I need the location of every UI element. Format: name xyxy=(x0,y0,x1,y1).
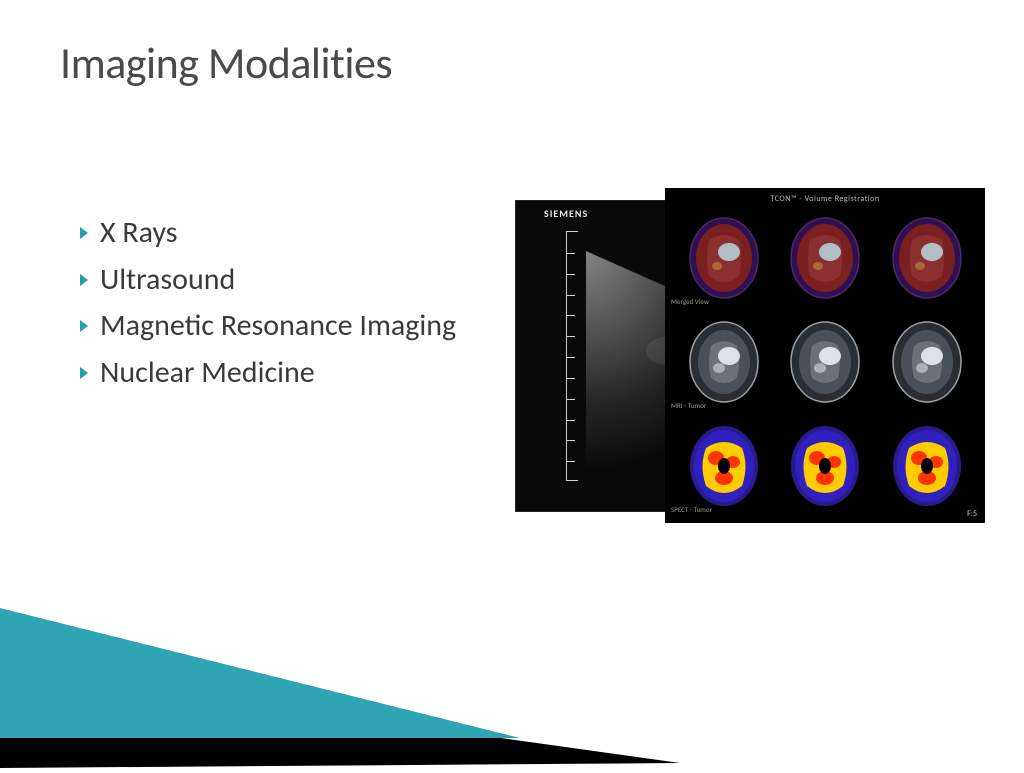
brain-cell xyxy=(884,420,970,512)
list-item: Ultrasound xyxy=(80,257,456,304)
chevron-right-icon xyxy=(80,227,88,239)
chevron-right-icon xyxy=(80,320,88,332)
brain-scan-grid: TCON™ - Volume Registration Merged View xyxy=(665,188,985,523)
brain-cell xyxy=(782,212,868,304)
list-item: Magnetic Resonance Imaging xyxy=(80,303,456,350)
brain-cell xyxy=(681,420,767,512)
brain-row-label: MRI - Tumor xyxy=(671,401,706,410)
brain-cell xyxy=(782,316,868,408)
ultrasound-brand-label: SIEMENS xyxy=(544,207,588,220)
list-item: X Rays xyxy=(80,210,456,257)
bullet-label: Ultrasound xyxy=(100,257,235,304)
brain-grid-footer: F:5 xyxy=(967,509,977,519)
chevron-right-icon xyxy=(80,274,88,286)
decorative-corner xyxy=(0,608,1024,768)
bullet-label: Magnetic Resonance Imaging xyxy=(100,303,456,350)
brain-row-mri: MRI - Tumor xyxy=(665,312,985,412)
slide-title: Imaging Modalities xyxy=(60,36,392,90)
bullet-label: X Rays xyxy=(100,210,178,257)
brain-cell xyxy=(681,316,767,408)
bullet-list: X Rays Ultrasound Magnetic Resonance Ima… xyxy=(80,210,456,396)
image-area: SIEMENS TCON™ - Volume Registration xyxy=(515,200,985,520)
bullet-label: Nuclear Medicine xyxy=(100,350,315,397)
ultrasound-ruler xyxy=(566,231,578,481)
list-item: Nuclear Medicine xyxy=(80,350,456,397)
brain-row-label: SPECT - Tumor xyxy=(671,505,712,514)
brain-row-label: Merged View xyxy=(671,297,709,306)
brain-cell xyxy=(782,420,868,512)
brain-cell xyxy=(681,212,767,304)
brain-cell xyxy=(884,212,970,304)
brain-grid-header: TCON™ - Volume Registration xyxy=(665,194,985,204)
brain-row-merged: Merged View xyxy=(665,208,985,308)
brain-cell xyxy=(884,316,970,408)
chevron-right-icon xyxy=(80,367,88,379)
brain-row-spect: SPECT - Tumor xyxy=(665,416,985,516)
